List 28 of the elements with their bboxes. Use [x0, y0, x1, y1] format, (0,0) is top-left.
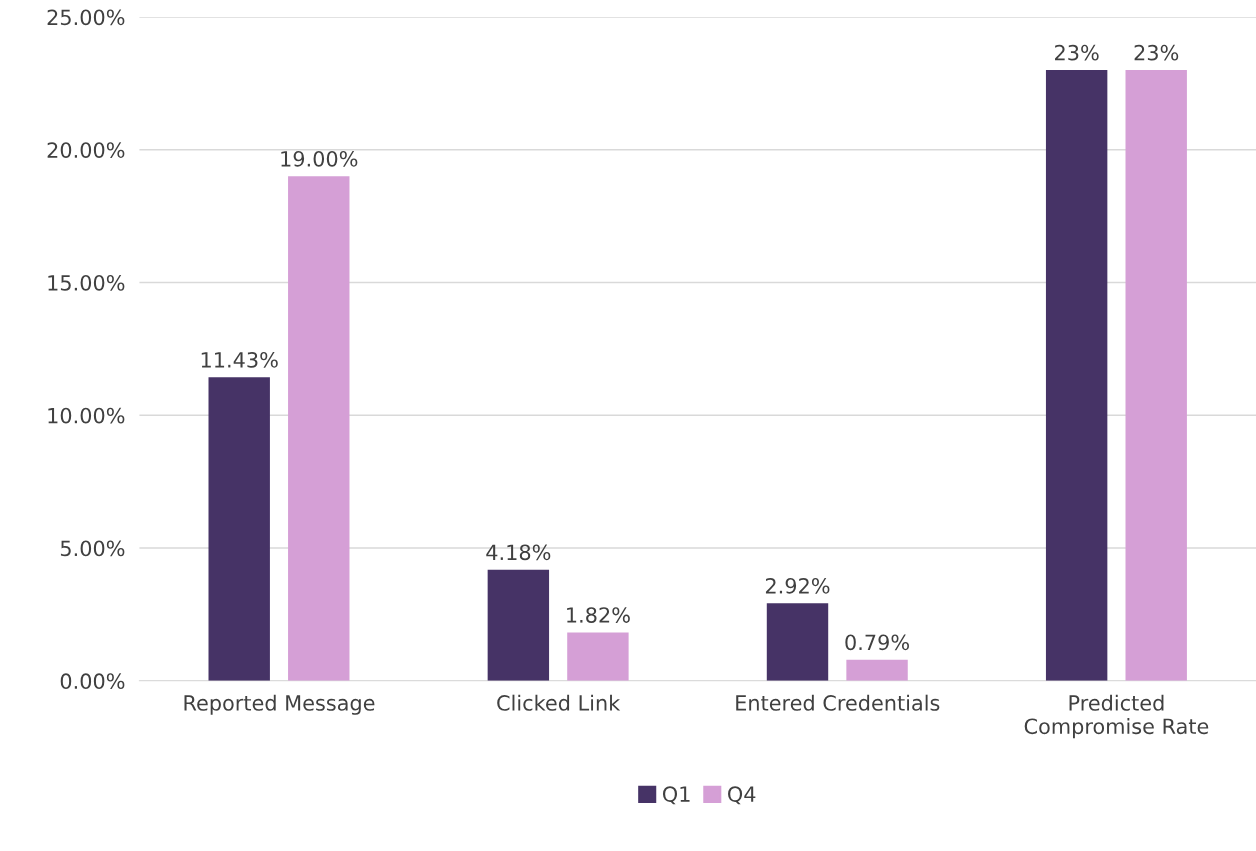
y-tick-label: 0.00%: [60, 673, 125, 690]
data-label: 1.82%: [567, 607, 630, 623]
bar: [288, 176, 350, 681]
bar: [487, 569, 550, 681]
data-label: 2.92%: [765, 577, 830, 594]
y-tick-label: 10.00%: [48, 407, 125, 424]
bar: [567, 632, 629, 681]
x-tick-label: Clicked Link: [497, 694, 621, 711]
y-tick-label: 25.00%: [47, 9, 125, 26]
data-label: 19.00%: [281, 150, 358, 167]
data-label: 11.43%: [201, 351, 278, 368]
legend-label: Q1: [662, 786, 690, 805]
data-label: 23%: [1134, 44, 1179, 61]
data-label: 23%: [1055, 44, 1099, 61]
x-tick-label: Predicted Compromise Rate: [1024, 694, 1209, 739]
bar: [846, 659, 908, 681]
data-label: 0.79%: [845, 634, 909, 651]
y-tick-label: 5.00%: [60, 540, 125, 557]
legend-label: Q4: [728, 786, 756, 805]
bar: [766, 603, 829, 681]
bar: [208, 377, 270, 681]
bar: [1125, 70, 1187, 681]
x-tick-label: Reported Message: [184, 694, 375, 715]
y-tick-label: 20.00%: [47, 142, 125, 158]
bar: [1045, 70, 1108, 681]
x-tick-label: Entered Credentials: [736, 694, 940, 711]
data-label: 4.18%: [486, 544, 551, 561]
y-tick-label: 15.00%: [48, 274, 125, 291]
